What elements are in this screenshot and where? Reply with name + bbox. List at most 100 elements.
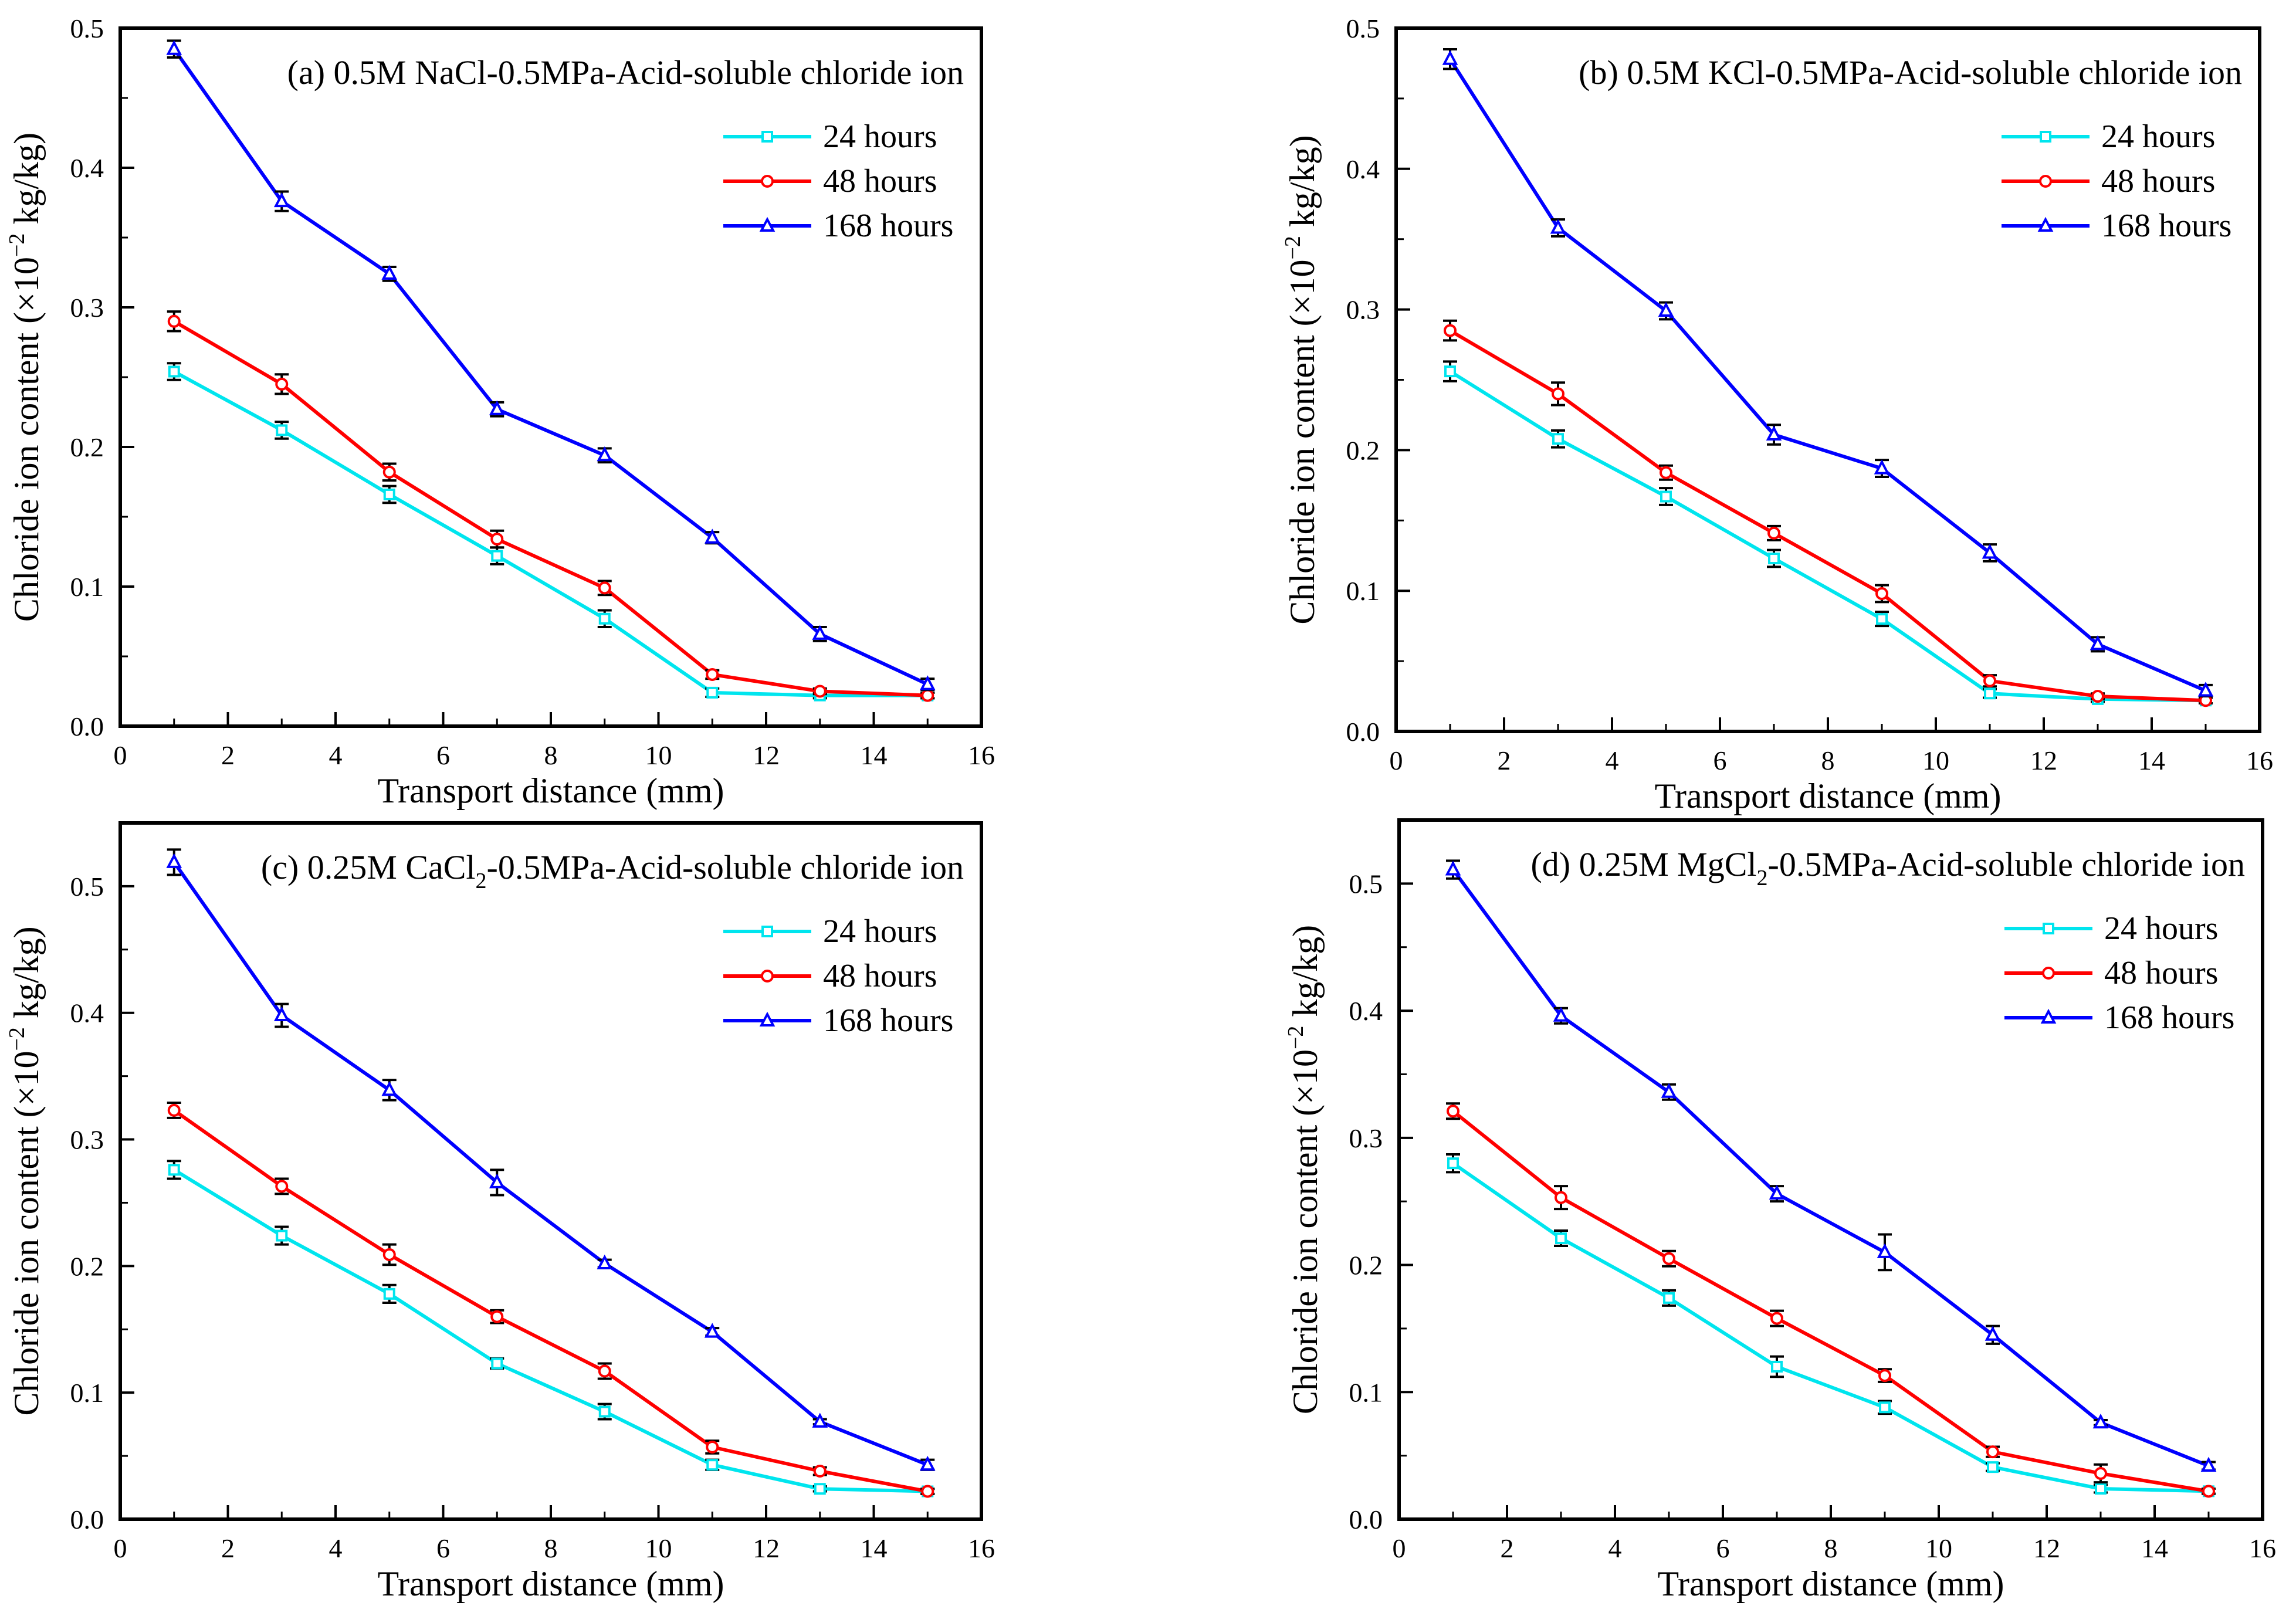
x-tick-label: 16 [968, 1533, 995, 1563]
legend-label: 24 hours [823, 118, 937, 155]
data-point [1984, 687, 1996, 700]
data-point [2091, 690, 2104, 703]
series-line [1451, 868, 2210, 1468]
y-axis-label-text: Chloride ion content (×10 [7, 1051, 46, 1416]
legend-marker [2042, 967, 2055, 980]
series-line [1449, 370, 2206, 703]
data-point [704, 1323, 720, 1338]
data-point [1985, 1326, 2001, 1341]
data-point [275, 377, 289, 391]
chart-title: (c) 0.25M CaCl2-0.5MPa-Acid-soluble chlo… [261, 848, 964, 893]
data-point [812, 625, 828, 640]
x-tick-label: 4 [1608, 1533, 1622, 1563]
chart-panel-c: 0 2 4 6 8 10 12 14 16 0.0 0.1 0.2 0.3 0.4 0.5 Transport… [5, 821, 995, 1603]
x-tick-label: 4 [329, 740, 343, 770]
series-line [173, 1168, 928, 1493]
data-point [2200, 1456, 2217, 1472]
data-point [489, 400, 505, 415]
data-point [1661, 1083, 1677, 1098]
y-axis-label-text: Chloride ion content (×10 [1283, 260, 1322, 625]
x-tick-label: 6 [1713, 746, 1727, 775]
chart-panel-a: 0 2 4 6 8 10 12 14 16 0.0 0.1 0.2 0.3 0.4 0.5 Transport… [5, 13, 995, 810]
data-point [1552, 387, 1564, 401]
y-axis-label: Chloride ion content (×10−2 kg/kg) [1284, 925, 1325, 1414]
data-point [704, 528, 720, 544]
legend-marker [2040, 1008, 2057, 1024]
x-tick-label: 14 [2141, 1533, 2168, 1563]
x-tick-label: 14 [861, 1533, 888, 1563]
y-tick-label: 0.0 [70, 712, 104, 741]
data-point [1444, 365, 1456, 378]
chart-title-text: (c) 0.25M CaCl [261, 848, 476, 886]
data-point [1768, 553, 1780, 565]
data-point [166, 40, 182, 55]
data-point [1875, 587, 1888, 600]
data-point [1663, 1292, 1675, 1304]
data-point [706, 668, 719, 681]
y-tick-label: 0.5 [70, 872, 104, 902]
data-point [2092, 1413, 2109, 1429]
x-tick-label: 2 [1498, 746, 1511, 775]
y-tick-label: 0.1 [70, 1378, 104, 1408]
legend-label: 48 hours [2104, 955, 2218, 991]
x-tick-label: 2 [221, 740, 235, 770]
y-tick-label: 0.5 [1349, 869, 1383, 899]
y-axis-label-text: Chloride ion content (×10 [7, 257, 46, 622]
chart-title: (b) 0.5M KCl-0.5MPa-Acid-soluble chlorid… [1579, 53, 2242, 92]
data-point [2202, 1485, 2215, 1498]
legend: 24 hours 48 hours 168 hours [2004, 910, 2234, 1036]
data-point [1550, 219, 1566, 234]
chart-title-text: -0.5MPa-Acid-soluble chloride ion [487, 848, 964, 886]
series-168-hours [166, 39, 936, 692]
series-168-hours [1445, 859, 2217, 1472]
data-point [273, 192, 290, 208]
x-axis-label: Transport distance (mm) [1654, 777, 2001, 815]
x-tick-label: 4 [329, 1533, 343, 1563]
series-48-hours [1446, 1102, 2216, 1498]
x-tick-label: 8 [1824, 1533, 1838, 1563]
series-line [1452, 1161, 2209, 1493]
legend-label: 24 hours [2104, 910, 2218, 947]
x-axis-label: Transport distance (mm) [377, 1564, 724, 1603]
x-tick-label: 8 [1821, 746, 1835, 775]
data-point [1445, 860, 1461, 876]
x-tick-label: 2 [221, 1533, 235, 1563]
legend-label: 168 hours [2101, 208, 2231, 244]
x-tick-label: 16 [2246, 746, 2273, 775]
data-point [1987, 1461, 1999, 1473]
legend-label: 168 hours [823, 1002, 953, 1039]
y-axis-label-superscript: −2 [5, 1027, 29, 1051]
data-point [276, 424, 288, 436]
y-tick-label: 0.2 [70, 432, 104, 462]
data-point [1660, 490, 1672, 503]
data-point [706, 686, 719, 699]
data-point [919, 675, 936, 690]
data-point [1879, 1401, 1891, 1414]
data-point [382, 465, 396, 479]
y-tick-label: 0.1 [1349, 1377, 1383, 1407]
y-tick-label: 0.0 [1349, 1505, 1383, 1534]
data-point [706, 1459, 719, 1471]
legend-marker [761, 926, 773, 937]
series-168-hours [1442, 48, 2214, 698]
data-point [814, 1483, 826, 1495]
data-point [598, 612, 611, 625]
series-24-hours [1446, 1153, 2216, 1498]
x-tick-label: 6 [1716, 1533, 1730, 1563]
legend: 24 hours 48 hours 168 hours [723, 118, 953, 244]
data-point [383, 1288, 395, 1300]
chart-title-subscript: 2 [1757, 866, 1768, 890]
data-point [1876, 613, 1888, 625]
data-point [813, 685, 827, 698]
y-tick-label: 0.4 [70, 153, 104, 183]
chart-title-subscript: 2 [476, 869, 487, 893]
y-tick-label: 0.0 [70, 1505, 104, 1534]
legend-label: 24 hours [823, 913, 937, 950]
legend-marker [2043, 923, 2054, 934]
x-tick-label: 14 [2138, 746, 2165, 775]
data-point [383, 488, 395, 500]
legend-marker [2037, 216, 2054, 232]
x-tick-label: 10 [645, 1533, 672, 1563]
x-tick-label: 12 [2033, 1533, 2060, 1563]
legend-label: 48 hours [823, 163, 937, 199]
